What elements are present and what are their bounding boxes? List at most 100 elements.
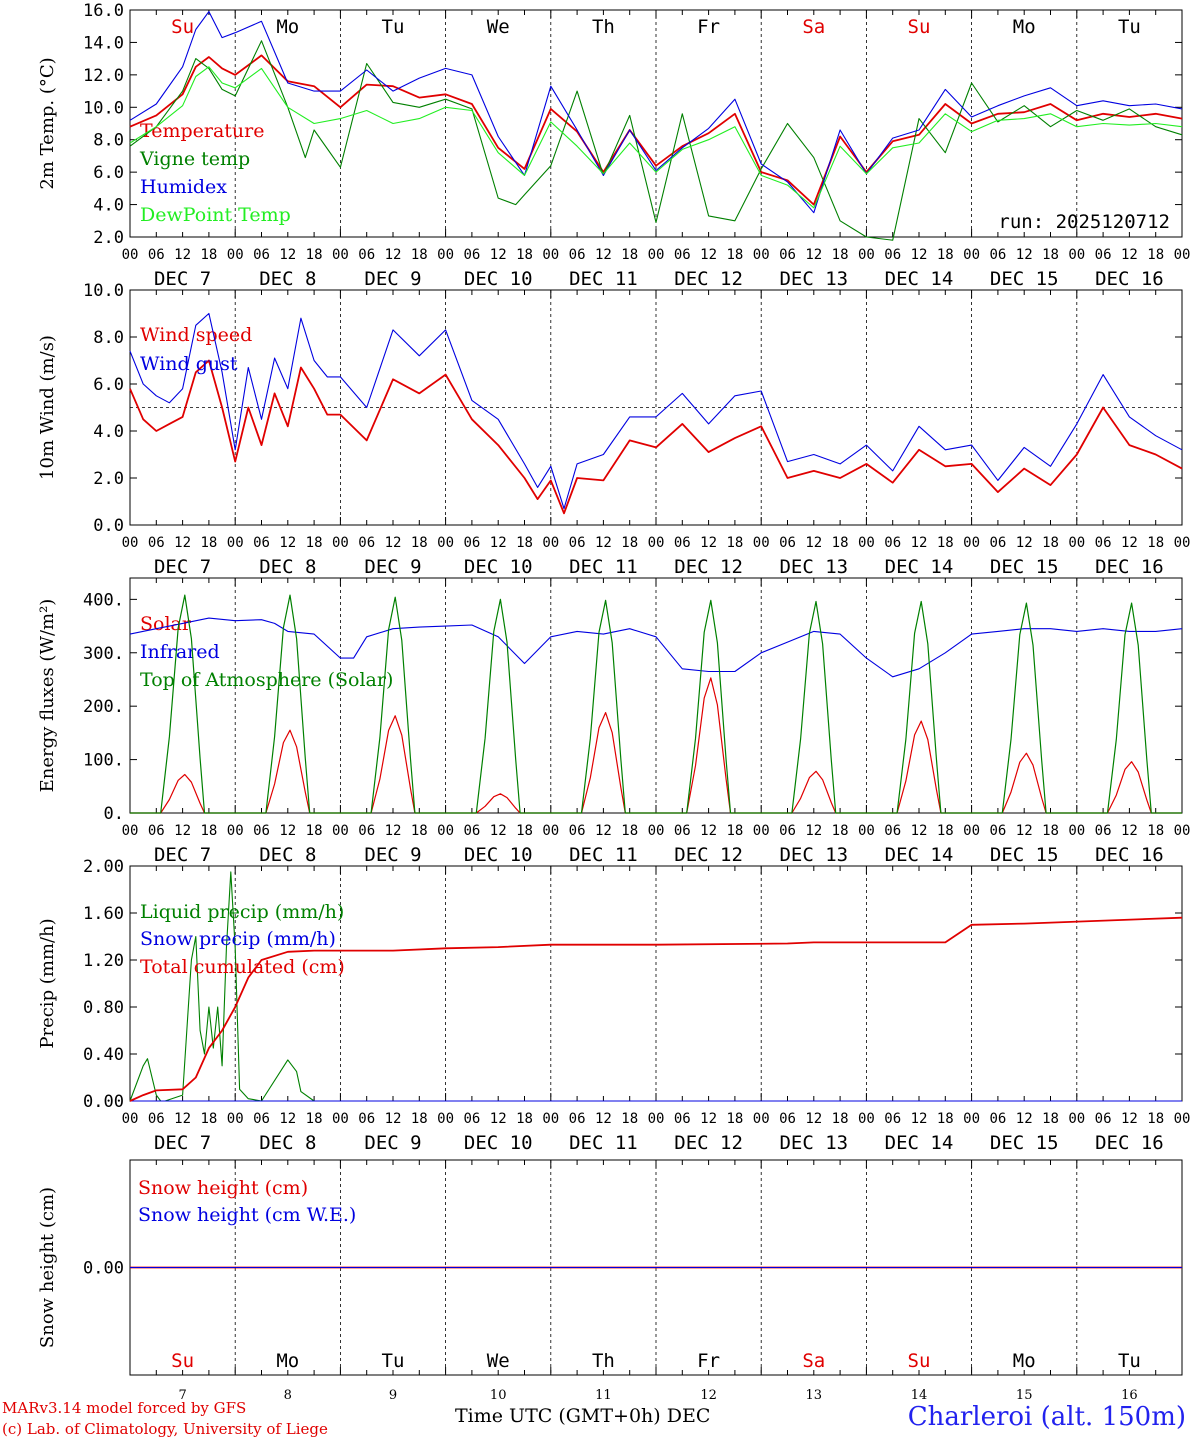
precip-date-label: DEC 16 — [1095, 1132, 1164, 1154]
precip-y-tick-label: 1.20 — [83, 951, 124, 971]
temp-weekday-label: Mo — [1013, 16, 1036, 38]
flux-hour-label: 00 — [648, 823, 665, 839]
flux-hour-label: 18 — [516, 823, 533, 839]
precip-hour-label: 06 — [989, 1111, 1006, 1127]
flux-hour-label: 06 — [358, 823, 375, 839]
wind-hour-label: 12 — [700, 535, 717, 551]
wind-y-tick-label: 6.0 — [93, 375, 124, 395]
temp-hour-label: 06 — [779, 247, 796, 263]
precip-y-tick-label: 2.00 — [83, 857, 124, 877]
temp-hour-label: 00 — [858, 247, 875, 263]
temp-hour-label: 18 — [937, 247, 954, 263]
wind-hour-label: 00 — [963, 535, 980, 551]
temp-weekday-label: We — [487, 16, 510, 38]
precip-hour-label: 12 — [911, 1111, 928, 1127]
temp-date-label: DEC 14 — [885, 268, 954, 290]
flux-date-label: DEC 8 — [259, 844, 316, 866]
wind-hour-label: 18 — [1147, 535, 1164, 551]
temp-y-tick-label: 12.0 — [83, 66, 124, 86]
snow-day-number: 15 — [1016, 1388, 1033, 1403]
temp-hour-label: 00 — [963, 247, 980, 263]
wind-y-tick-label: 10.0 — [83, 281, 124, 301]
wind-date-label: DEC 11 — [569, 556, 638, 578]
temp-date-label: DEC 7 — [154, 268, 211, 290]
precip-hour-label: 18 — [411, 1111, 428, 1127]
wind-date-label: DEC 13 — [779, 556, 848, 578]
temp-hour-label: 06 — [253, 247, 270, 263]
temp-y-tick-label: 8.0 — [93, 131, 124, 151]
flux-hour-label: 12 — [1016, 823, 1033, 839]
temp-hour-label: 12 — [174, 247, 191, 263]
temp-hour-label: 00 — [122, 247, 139, 263]
precip-date-label: DEC 14 — [885, 1132, 954, 1154]
temp-series-humidex — [129, 11, 1183, 214]
precip-hour-label: 12 — [490, 1111, 507, 1127]
precip-hour-label: 18 — [937, 1111, 954, 1127]
precip-date-label: DEC 11 — [569, 1132, 638, 1154]
precip-hour-label: 18 — [621, 1111, 638, 1127]
wind-legend-wind-speed: Wind speed — [140, 324, 252, 346]
flux-hour-label: 06 — [463, 823, 480, 839]
precip-hour-label: 06 — [463, 1111, 480, 1127]
flux-hour-label: 18 — [411, 823, 428, 839]
precip-hour-label: 12 — [700, 1111, 717, 1127]
flux-date-label: DEC 12 — [674, 844, 743, 866]
flux-hour-label: 00 — [1068, 823, 1085, 839]
precip-hour-label: 12 — [1121, 1111, 1138, 1127]
snow-day-number: 14 — [911, 1388, 928, 1403]
flux-hour-label: 06 — [253, 823, 270, 839]
temp-y-tick-label: 2.0 — [93, 228, 124, 248]
wind-hour-label: 18 — [516, 535, 533, 551]
flux-hour-label: 00 — [858, 823, 875, 839]
flux-hour-label: 00 — [122, 823, 139, 839]
wind-hour-label: 00 — [1174, 535, 1191, 551]
wind-hour-label: 12 — [805, 535, 822, 551]
temp-date-label: DEC 13 — [779, 268, 848, 290]
wind-y-tick-label: 0.0 — [93, 516, 124, 536]
temp-hour-label: 12 — [595, 247, 612, 263]
precip-legend-total-cumulated-cm: Total cumulated (cm) — [140, 956, 345, 978]
flux-hour-label: 00 — [332, 823, 349, 839]
time-axis-caption: Time UTC (GMT+0h) DEC — [455, 1405, 711, 1427]
temp-y-tick-label: 16.0 — [83, 1, 124, 21]
temp-hour-label: 12 — [700, 247, 717, 263]
wind-date-label: DEC 14 — [885, 556, 954, 578]
flux-hour-label: 18 — [726, 823, 743, 839]
flux-hour-label: 06 — [989, 823, 1006, 839]
flux-hour-label: 18 — [832, 823, 849, 839]
temp-date-label: DEC 9 — [364, 268, 421, 290]
wind-hour-label: 18 — [200, 535, 217, 551]
wind-date-label: DEC 9 — [364, 556, 421, 578]
snow-weekday-label: Su — [171, 1350, 194, 1372]
flux-hour-label: 06 — [779, 823, 796, 839]
wind-hour-label: 12 — [174, 535, 191, 551]
precip-hour-label: 12 — [595, 1111, 612, 1127]
precip-hour-label: 06 — [253, 1111, 270, 1127]
flux-hour-label: 12 — [805, 823, 822, 839]
wind-hour-label: 06 — [358, 535, 375, 551]
precip-legend-liquid-precip-mm-h: Liquid precip (mm/h) — [140, 901, 344, 923]
flux-hour-label: 00 — [963, 823, 980, 839]
temp-hour-label: 12 — [911, 247, 928, 263]
wind-y-axis-label: 10m Wind (m/s) — [37, 335, 58, 480]
precip-hour-label: 00 — [227, 1111, 244, 1127]
snow-day-number: 11 — [595, 1388, 612, 1403]
temp-hour-label: 06 — [569, 247, 586, 263]
snow-legend-snow-height-cm-w-e: Snow height (cm W.E.) — [138, 1204, 356, 1226]
precip-y-tick-label: 0.40 — [83, 1045, 124, 1065]
precip-hour-label: 12 — [279, 1111, 296, 1127]
wind-hour-label: 06 — [989, 535, 1006, 551]
flux-date-label: DEC 7 — [154, 844, 211, 866]
precip-legend-snow-precip-mm-h: Snow precip (mm/h) — [140, 928, 336, 950]
temp-weekday-label: Tu — [382, 16, 405, 38]
temp-date-label: DEC 8 — [259, 268, 316, 290]
wind-hour-label: 12 — [1121, 535, 1138, 551]
flux-hour-label: 06 — [884, 823, 901, 839]
precip-hour-label: 00 — [963, 1111, 980, 1127]
wind-hour-label: 06 — [463, 535, 480, 551]
wind-hour-label: 06 — [253, 535, 270, 551]
temp-hour-label: 18 — [516, 247, 533, 263]
wind-date-label: DEC 16 — [1095, 556, 1164, 578]
temp-weekday-label: Mo — [276, 16, 299, 38]
flux-y-tick-label: 100. — [83, 751, 124, 771]
